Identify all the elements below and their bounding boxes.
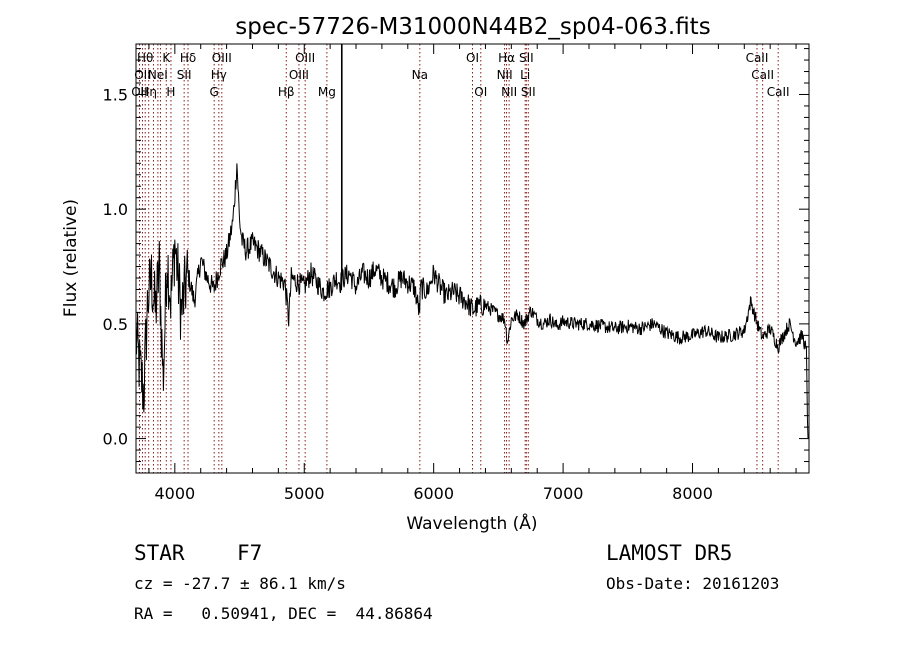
line-label: H xyxy=(166,85,175,99)
class-label: STAR xyxy=(134,541,185,565)
line-label: NeI xyxy=(148,68,168,82)
x-tick-label: 8000 xyxy=(672,484,713,503)
line-markers xyxy=(138,44,779,473)
line-label: K xyxy=(162,51,171,65)
y-tick-labels: 0.0 0.5 1.0 1.5 xyxy=(103,85,128,448)
spectrum-series xyxy=(135,44,809,439)
line-label: OIII xyxy=(289,68,309,82)
line-label: Mg xyxy=(318,85,336,99)
y-tick-label: 0.5 xyxy=(103,315,128,334)
line-label: OI xyxy=(466,51,479,65)
coords-text: RA = 0.50941, DEC = 44.86864 xyxy=(134,604,433,623)
line-label: Hδ xyxy=(180,51,196,65)
line-label: Hγ xyxy=(211,68,227,82)
chart-title: spec-57726-M31000N44B2_sp04-063.fits xyxy=(235,14,710,40)
x-axis-label: Wavelength (Å) xyxy=(406,512,537,534)
line-label: CaII xyxy=(767,85,790,99)
x-tick-label: 5000 xyxy=(284,484,325,503)
spectrum-line xyxy=(135,163,809,439)
x-tick-labels: 4000 5000 6000 7000 8000 xyxy=(154,484,712,503)
x-tick-label: 6000 xyxy=(413,484,454,503)
subclass-label: F7 xyxy=(237,541,263,565)
y-axis-label: Flux (relative) xyxy=(61,199,81,317)
y-tick-label: 1.5 xyxy=(103,85,128,104)
line-label: OIII xyxy=(295,51,315,65)
line-label: Na xyxy=(412,68,428,82)
line-label: NII xyxy=(501,85,517,99)
velocity-text: cz = -27.7 ± 86.1 km/s xyxy=(134,574,346,593)
y-tick-label: 0.0 xyxy=(103,430,128,449)
survey-label: LAMOST DR5 xyxy=(606,541,733,565)
line-label: Hθ xyxy=(137,51,153,65)
line-label: CaII xyxy=(751,68,774,82)
line-label: G xyxy=(210,85,219,99)
plot-frame xyxy=(135,43,810,474)
line-label: SII xyxy=(177,68,192,82)
line-label: NII xyxy=(497,68,513,82)
line-label: Hα xyxy=(498,51,515,65)
obs-date-text: Obs-Date: 20161203 xyxy=(606,574,780,593)
line-label: Li xyxy=(520,68,530,82)
x-tick-label: 7000 xyxy=(543,484,584,503)
x-tick-label: 4000 xyxy=(154,484,195,503)
line-label: OI xyxy=(474,85,487,99)
axis-ticks xyxy=(136,44,809,473)
line-label: OIII xyxy=(212,51,232,65)
line-label: OII xyxy=(131,85,148,99)
line-label: CaII xyxy=(746,51,769,65)
line-label: OII xyxy=(134,68,151,82)
y-tick-label: 1.0 xyxy=(103,200,128,219)
line-label: Hη xyxy=(140,85,157,99)
line-label: SII xyxy=(519,51,534,65)
line-label: Hβ xyxy=(278,85,295,99)
line-label: SII xyxy=(521,85,536,99)
line-labels: OIIOIIHθHηNeIKHSIIHδGHγOIIIHβOIIIOIIIMgN… xyxy=(131,51,789,99)
